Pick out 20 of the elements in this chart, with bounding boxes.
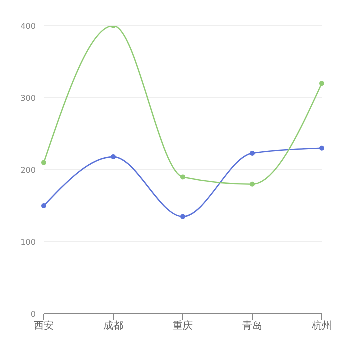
point [250,182,255,187]
point [180,174,186,180]
y-tick-label: 100 [20,238,36,247]
y-tick-label: 0 [30,310,36,319]
point [111,154,116,160]
point [42,204,46,208]
y-tick-label: 400 [20,22,36,31]
x-tick-label: 西安 [34,320,54,332]
x-tick-label: 重庆 [173,320,193,332]
x-tick-label: 成都 [104,320,124,332]
point [320,146,324,151]
y-tick-label: 200 [20,166,36,175]
point [250,150,255,156]
x-tick-label: 青岛 [242,320,262,332]
point [42,160,46,166]
x-tick-label: 杭州 [311,320,332,332]
point [320,81,324,86]
line-series [42,26,324,187]
y-tick-label: 300 [20,94,36,103]
point [180,214,186,220]
